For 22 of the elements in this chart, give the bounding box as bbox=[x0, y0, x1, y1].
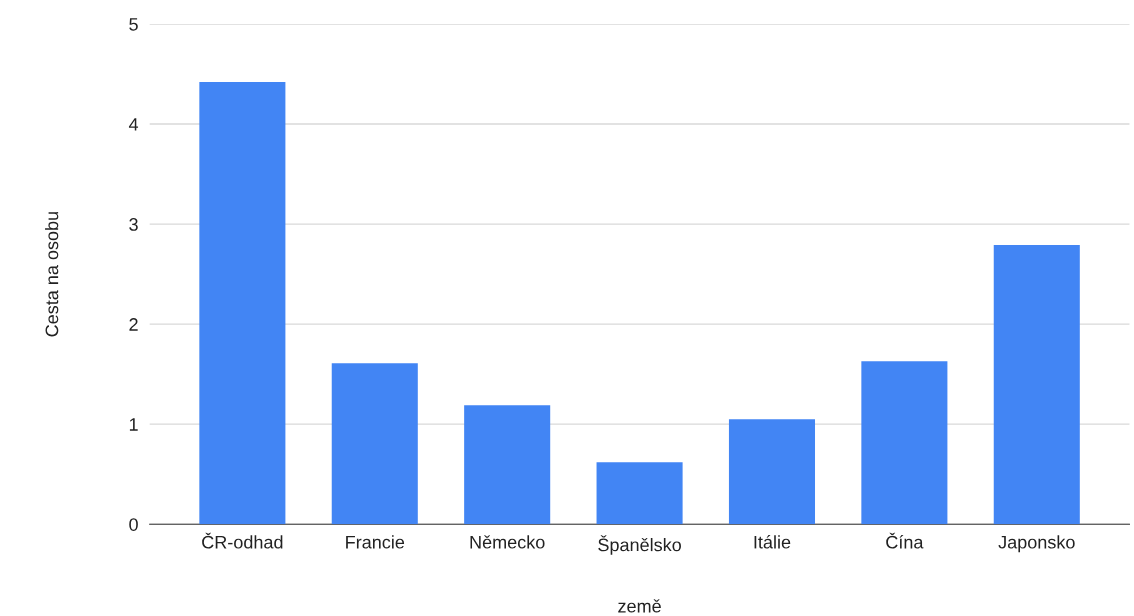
y-tick-label: 4 bbox=[128, 118, 139, 131]
bar bbox=[993, 245, 1080, 525]
y-tick-label: 2 bbox=[129, 318, 138, 331]
y-tick-label: 5 bbox=[129, 18, 138, 31]
bar bbox=[596, 462, 683, 525]
x-tick-label: Itálie bbox=[754, 535, 791, 549]
y-tick-label: 3 bbox=[129, 218, 138, 231]
y-tick-label: 0 bbox=[129, 518, 138, 531]
x-tick-label: Čína bbox=[886, 532, 924, 549]
x-tick-label: Japonsko bbox=[998, 535, 1075, 553]
bar bbox=[861, 361, 948, 525]
bar bbox=[728, 419, 816, 525]
bar bbox=[199, 82, 286, 525]
bar bbox=[331, 363, 418, 525]
y-tick-label: 1 bbox=[129, 418, 138, 431]
x-tick-label: Německo bbox=[470, 535, 545, 549]
x-tick-label: Španělsko bbox=[598, 535, 681, 555]
y-axis-title: Cesta na osobu bbox=[45, 212, 59, 337]
x-tick-label: Francie bbox=[346, 535, 405, 549]
bar bbox=[464, 405, 551, 525]
x-axis-title: země bbox=[618, 599, 661, 613]
x-tick-label: ČR-odhad bbox=[202, 532, 283, 549]
